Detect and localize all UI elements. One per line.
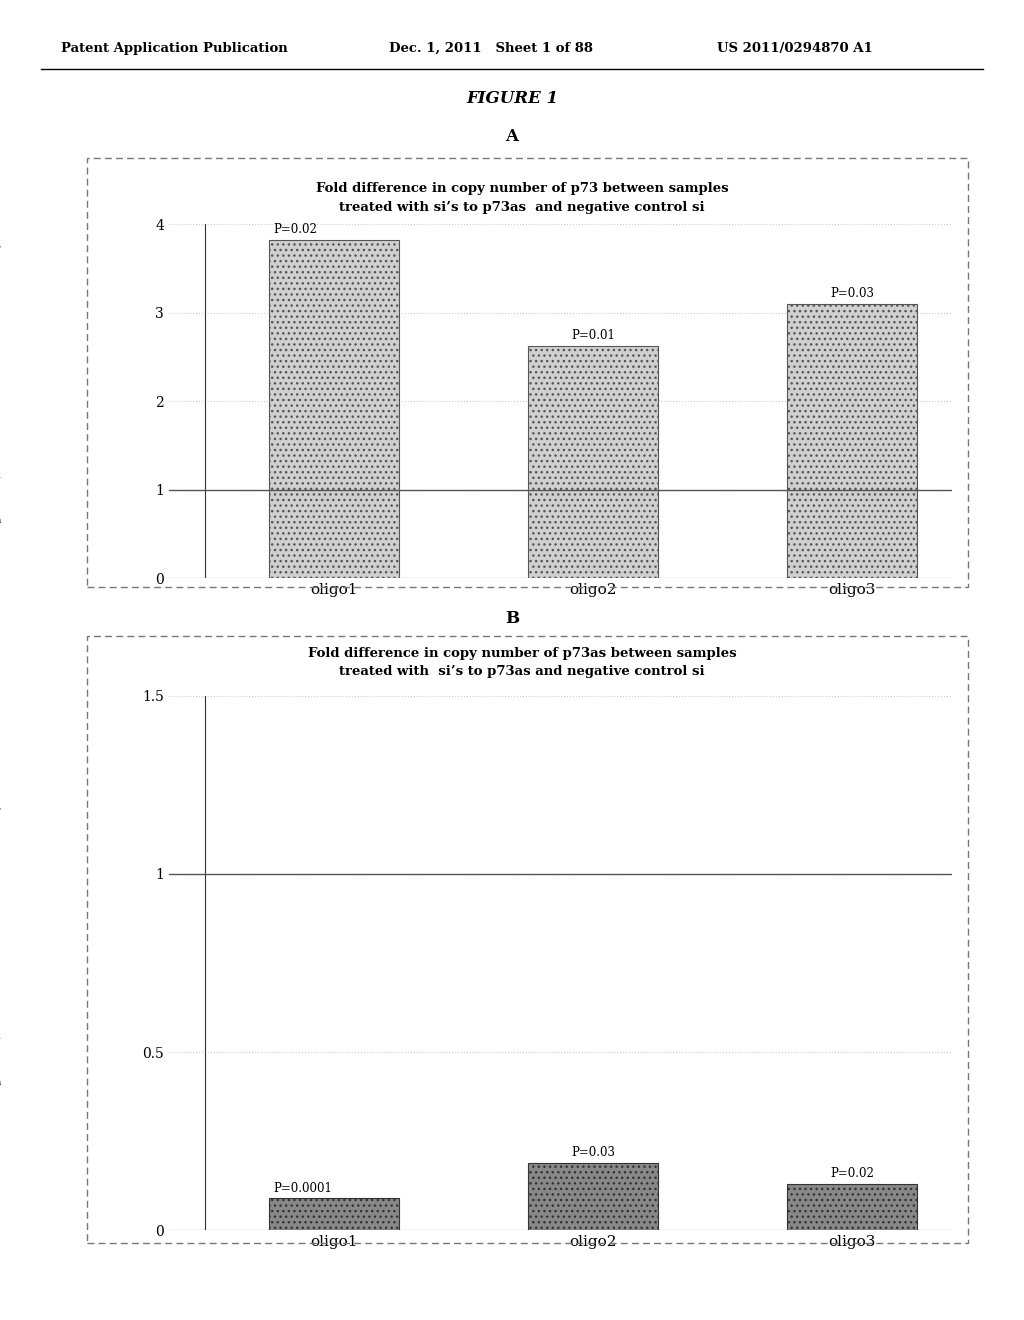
Text: Dec. 1, 2011   Sheet 1 of 88: Dec. 1, 2011 Sheet 1 of 88 [389, 42, 593, 55]
Text: P=0.02: P=0.02 [273, 223, 317, 236]
Text: A: A [506, 128, 518, 145]
Bar [269, 1199, 398, 1230]
Text: P=0.02: P=0.02 [830, 1167, 873, 1180]
Text: US 2011/0294870 A1: US 2011/0294870 A1 [717, 42, 872, 55]
Text: B: B [505, 610, 519, 627]
Text: P=0.03: P=0.03 [571, 1146, 615, 1159]
Text: F
o
l
d
 
d
i
f
f
e
r
e
n
c
e
 
i
n
 
c
o
p
y
 
n
u
m
b
e
r: F o l d d i f f e r e n c e i n c o p y … [0, 808, 1, 1118]
Text: Patent Application Publication: Patent Application Publication [61, 42, 288, 55]
Text: F
o
l
d
 
d
i
f
f
e
r
e
n
c
e
 
i
n
 
c
o
p
y
 
n
u
m
b
e
r: F o l d d i f f e r e n c e i n c o p y … [0, 246, 1, 557]
Bar [528, 346, 657, 578]
Text: P=0.0001: P=0.0001 [273, 1181, 333, 1195]
Text: treated with  si’s to p73as and negative control si: treated with si’s to p73as and negative … [339, 665, 706, 678]
Text: Fold difference in copy number of p73as between samples: Fold difference in copy number of p73as … [308, 647, 736, 660]
Text: FIGURE 1: FIGURE 1 [466, 90, 558, 107]
Text: P=0.03: P=0.03 [830, 286, 873, 300]
Bar [528, 1163, 657, 1230]
Text: treated with si’s to p73as  and negative control si: treated with si’s to p73as and negative … [339, 201, 706, 214]
Bar [787, 304, 916, 578]
Bar [787, 1184, 916, 1230]
Bar [269, 240, 398, 578]
Text: Fold difference in copy number of p73 between samples: Fold difference in copy number of p73 be… [316, 182, 728, 195]
Text: P=0.01: P=0.01 [571, 329, 615, 342]
